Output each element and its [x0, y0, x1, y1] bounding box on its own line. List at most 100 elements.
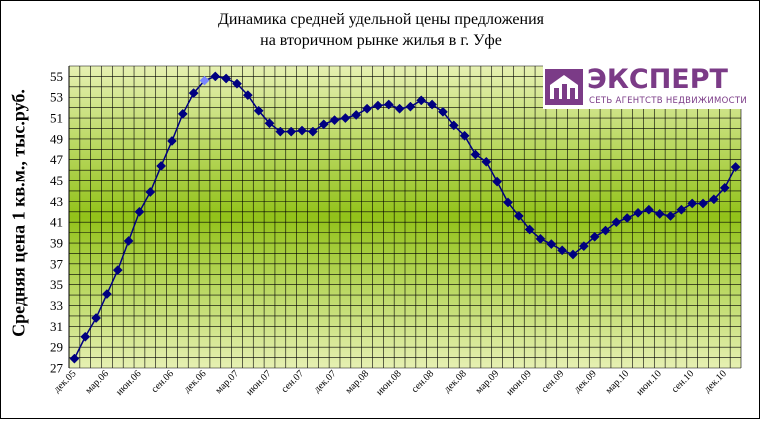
- data-point-marker: [101, 289, 112, 300]
- y-tick-label: 45: [50, 173, 63, 188]
- ekspert-logo: ЭКСПЕРТ СЕТЬ АГЕНТСТВ НЕДВИЖИМОСТИ: [543, 64, 747, 109]
- data-point-marker: [210, 71, 221, 82]
- data-point-marker: [297, 125, 307, 136]
- chart-title-line-1: Динамика средней удельной цены предложен…: [217, 11, 545, 28]
- data-point-marker: [676, 204, 687, 215]
- logo-wordmark: ЭКСПЕРТ: [587, 64, 728, 95]
- data-point-marker: [578, 241, 589, 252]
- price-series-markers: [69, 71, 741, 364]
- y-tick-label: 43: [50, 194, 63, 209]
- data-point-marker: [123, 235, 134, 246]
- data-point-marker: [232, 78, 242, 89]
- y-tick-label: 27: [50, 361, 64, 376]
- data-point-marker-highlighted: [199, 75, 210, 86]
- y-tick-label: 55: [50, 69, 63, 84]
- x-tick-label: дек.09: [572, 368, 599, 395]
- data-point-marker: [318, 119, 329, 130]
- x-tick-label: дек.10: [702, 368, 729, 395]
- data-point-marker: [568, 249, 578, 260]
- house-logo-icon: [545, 69, 583, 105]
- x-tick-label: июн.07: [244, 368, 273, 397]
- data-point-marker: [611, 217, 622, 228]
- x-tick-labels: дек.05 мар.06 июн.06 сен.06 дек.06 мар.07 июн.…: [52, 368, 729, 397]
- data-point-marker: [654, 208, 665, 219]
- y-tick-label: 37: [50, 256, 64, 271]
- data-point-marker: [286, 126, 297, 137]
- x-tick-label: мар.10: [604, 368, 632, 396]
- y-tick-label: 53: [50, 90, 63, 105]
- x-tick-label: июн.08: [374, 368, 403, 397]
- x-tick-label: мар.09: [474, 368, 502, 396]
- x-tick-label: сен.09: [540, 368, 567, 395]
- data-point-marker: [546, 239, 557, 250]
- data-point-marker: [589, 231, 600, 242]
- data-point-marker: [665, 211, 676, 221]
- data-point-marker: [134, 206, 145, 217]
- data-point-marker: [448, 120, 459, 131]
- x-tick-label: июн.10: [634, 368, 663, 397]
- data-point-marker: [535, 233, 546, 244]
- data-point-marker: [719, 182, 730, 193]
- data-point-marker: [329, 115, 340, 126]
- data-point-marker: [253, 105, 264, 116]
- data-point-marker: [600, 225, 611, 236]
- x-tick-label: дек.06: [182, 368, 209, 395]
- y-axis-title: Средняя цена 1 кв.м., тыс.руб.: [8, 89, 29, 337]
- data-point-marker: [470, 149, 481, 160]
- y-tick-label: 51: [50, 111, 63, 126]
- data-point-marker: [730, 162, 741, 172]
- data-point-marker: [622, 213, 633, 223]
- data-point-marker: [275, 126, 286, 137]
- x-tick-label: сен.06: [149, 368, 176, 395]
- x-tick-label: мар.07: [213, 368, 241, 396]
- data-point-marker: [687, 198, 698, 209]
- data-point-marker: [524, 224, 535, 235]
- data-point-marker: [69, 353, 80, 364]
- data-point-marker: [372, 100, 383, 111]
- x-tick-label: сен.10: [670, 368, 697, 395]
- y-tick-label: 39: [50, 236, 63, 251]
- vertical-gridlines: [68, 66, 742, 368]
- x-tick-label: дек.07: [312, 368, 339, 395]
- x-tick-label: сен.07: [279, 368, 306, 395]
- data-point-marker: [188, 88, 199, 99]
- data-point-marker: [437, 106, 448, 117]
- x-tick-label: мар.08: [343, 368, 371, 396]
- data-point-marker: [156, 161, 167, 171]
- y-tick-label: 47: [50, 152, 64, 167]
- data-point-marker: [492, 176, 503, 187]
- data-point-marker: [221, 73, 232, 84]
- data-point-marker: [416, 95, 427, 106]
- x-tick-label: июн.06: [114, 368, 143, 397]
- y-tick-label: 33: [50, 298, 63, 313]
- data-point-marker: [145, 187, 156, 197]
- data-point-marker: [264, 118, 275, 129]
- data-point-marker: [459, 130, 470, 141]
- x-tick-label: июн.09: [504, 368, 533, 397]
- x-tick-label: сен.08: [409, 368, 436, 395]
- data-point-marker: [633, 207, 643, 218]
- y-tick-label: 35: [50, 277, 63, 292]
- data-point-marker: [708, 194, 719, 205]
- data-point-marker: [177, 108, 188, 119]
- data-point-marker: [242, 90, 253, 101]
- data-point-marker: [503, 197, 513, 208]
- data-point-marker: [394, 103, 405, 114]
- chart-title-line-2: на вторичном рынке жилья в г. Уфе: [260, 32, 502, 49]
- data-point-marker: [405, 101, 416, 112]
- y-tick-label: 31: [50, 319, 63, 334]
- y-tick-labels: 27 29 31 33 35 37 39 41 43 45 47 49 51 53 55: [50, 69, 64, 376]
- y-tick-label: 41: [50, 215, 63, 230]
- data-point-marker: [481, 156, 492, 167]
- data-point-marker: [91, 313, 102, 323]
- data-point-marker: [513, 211, 524, 221]
- data-point-marker: [383, 99, 394, 110]
- data-point-marker: [351, 109, 362, 120]
- data-point-marker: [643, 204, 654, 215]
- data-point-marker: [557, 245, 568, 256]
- data-point-marker: [362, 103, 373, 114]
- data-point-marker: [80, 331, 91, 342]
- x-tick-label: дек.08: [442, 368, 469, 395]
